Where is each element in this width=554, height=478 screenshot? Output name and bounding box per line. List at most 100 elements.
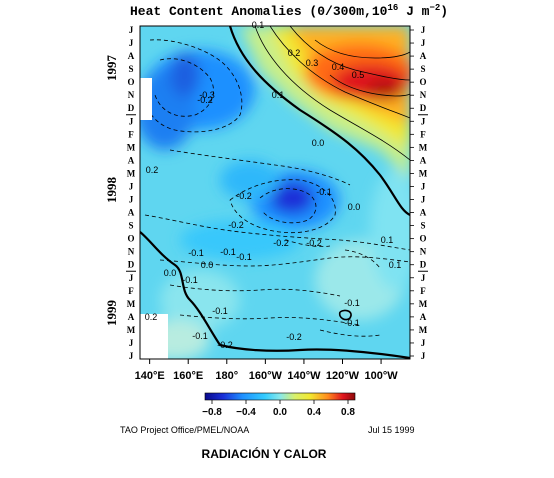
- month-label-right: A: [420, 208, 427, 218]
- month-label-left: M: [127, 325, 136, 335]
- x-tick-label: 140°W: [287, 370, 321, 382]
- contour-label: -0.2: [228, 220, 244, 230]
- contour-label: -0.1: [182, 275, 198, 285]
- month-label-right: S: [420, 221, 425, 231]
- month-label-left: A: [128, 312, 135, 322]
- contour-label: -0.2: [217, 340, 233, 350]
- contour-label: -0.1: [192, 331, 208, 341]
- colorbar-ticks: −0.8 −0.4 0.0 0.4 0.8: [202, 400, 355, 418]
- month-label-left: M: [127, 299, 136, 309]
- month-label-right: A: [420, 155, 427, 165]
- colorbar-tick-label: 0.0: [273, 407, 287, 418]
- contour-label: 0.1: [272, 90, 285, 100]
- month-label-right: O: [419, 234, 426, 244]
- missing-data-gap: [140, 314, 168, 359]
- contour-label: -0.3: [199, 90, 215, 100]
- month-label-right: J: [421, 195, 426, 205]
- contour-label: -0.1: [316, 187, 332, 197]
- contour-label: -0.2: [306, 238, 322, 248]
- month-label-left: J: [129, 195, 134, 205]
- year-label: 1999: [104, 300, 119, 327]
- x-tick-label: 180°: [215, 370, 238, 382]
- month-label-left: J: [129, 38, 134, 48]
- month-label-right: M: [419, 325, 428, 335]
- month-label-left: J: [129, 116, 134, 126]
- month-label-right: N: [420, 247, 427, 257]
- month-label-left: A: [128, 208, 135, 218]
- credit-left: TAO Project Office/PMEL/NOAA: [120, 425, 249, 435]
- month-label-left: S: [128, 64, 133, 74]
- y-axes: J JJ JA AS SO ON ND DJ JF FM MA AM MJ JJ JA AS SO ON ND DJ J…: [104, 25, 428, 361]
- month-label-right: J: [421, 351, 426, 361]
- contour-label: -0.2: [236, 191, 252, 201]
- month-label-left: M: [127, 168, 136, 178]
- contour-label: -0.2: [197, 95, 213, 105]
- month-label-left: O: [127, 77, 134, 87]
- month-label-right: F: [420, 286, 426, 296]
- month-label-right: S: [420, 64, 425, 74]
- month-label-right: D: [420, 103, 427, 113]
- x-tick-label: 140°E: [135, 370, 165, 382]
- chart-title: Heat Content Anomalies (0/300m,1016 J m−…: [130, 3, 448, 19]
- month-label-left: M: [127, 142, 136, 152]
- x-tick-label: 100°W: [365, 370, 399, 382]
- month-label-right: M: [419, 168, 428, 178]
- colorbar-tick-label: −0.8: [202, 407, 222, 418]
- contour-label: -0.1: [188, 248, 204, 258]
- contour-labels: 0.10.20.3 0.40.50.10.0-0.2-0.30.2-0.10.0-…: [145, 20, 402, 350]
- contour-label: 0.2: [145, 312, 158, 322]
- month-label-left: N: [128, 90, 135, 100]
- contour-label: 0.4: [332, 62, 345, 72]
- contour-label: -0.2: [286, 332, 302, 342]
- year-label: 1997: [104, 55, 119, 82]
- month-label-left: S: [128, 221, 133, 231]
- colorbar-tick-label: 0.8: [341, 407, 355, 418]
- month-label-right: J: [421, 116, 426, 126]
- year-label: 1998: [104, 177, 119, 204]
- contour-label: -0.1: [344, 318, 360, 328]
- contour-label: 0.2: [146, 165, 159, 175]
- month-label-right: J: [421, 273, 426, 283]
- contour-label: 0.0: [348, 202, 361, 212]
- month-label-right: D: [420, 260, 427, 270]
- contour-label: -0.1: [236, 252, 252, 262]
- month-label-right: A: [420, 51, 427, 61]
- contour-label: 0.0: [312, 138, 325, 148]
- colorbar-tick-label: 0.4: [307, 407, 321, 418]
- month-label-left: A: [128, 155, 135, 165]
- month-label-right: J: [421, 181, 426, 191]
- month-label-right: F: [420, 129, 426, 139]
- month-label-left: O: [127, 234, 134, 244]
- month-label-right: J: [421, 25, 426, 35]
- month-label-left: N: [128, 247, 135, 257]
- colorbar: [204, 392, 356, 401]
- month-label-right: M: [419, 142, 428, 152]
- x-tick-label: 120°W: [326, 370, 360, 382]
- month-label-left: A: [128, 51, 135, 61]
- contour-label: 0.1: [252, 20, 265, 30]
- contour-label: -0.2: [273, 238, 289, 248]
- month-label-left: F: [128, 286, 134, 296]
- month-label-left: D: [128, 103, 135, 113]
- month-label-right: J: [421, 338, 426, 348]
- contour-label: 0.0: [201, 260, 214, 270]
- month-label-left: J: [129, 338, 134, 348]
- page-caption: RADIACIÓN Y CALOR: [202, 446, 327, 461]
- month-label-left: D: [128, 260, 135, 270]
- month-label-left: J: [129, 351, 134, 361]
- credit-right: Jul 15 1999: [368, 425, 415, 435]
- heat-field: [140, 26, 410, 359]
- month-label-left: J: [129, 181, 134, 191]
- contour-label: -0.1: [220, 247, 236, 257]
- missing-data-gap: [140, 78, 152, 120]
- month-label-right: O: [419, 77, 426, 87]
- x-axis: 140°E 160°E 180° 160°W 140°W 120°W 100°W: [135, 359, 399, 382]
- month-label-right: N: [420, 90, 427, 100]
- contour-label: 0.2: [288, 48, 301, 58]
- month-label-right: M: [419, 299, 428, 309]
- contour-label: 0.5: [352, 70, 365, 80]
- month-label-right: A: [420, 312, 427, 322]
- contour-label: 0.0: [164, 268, 177, 278]
- contour-label: 0.1: [389, 260, 402, 270]
